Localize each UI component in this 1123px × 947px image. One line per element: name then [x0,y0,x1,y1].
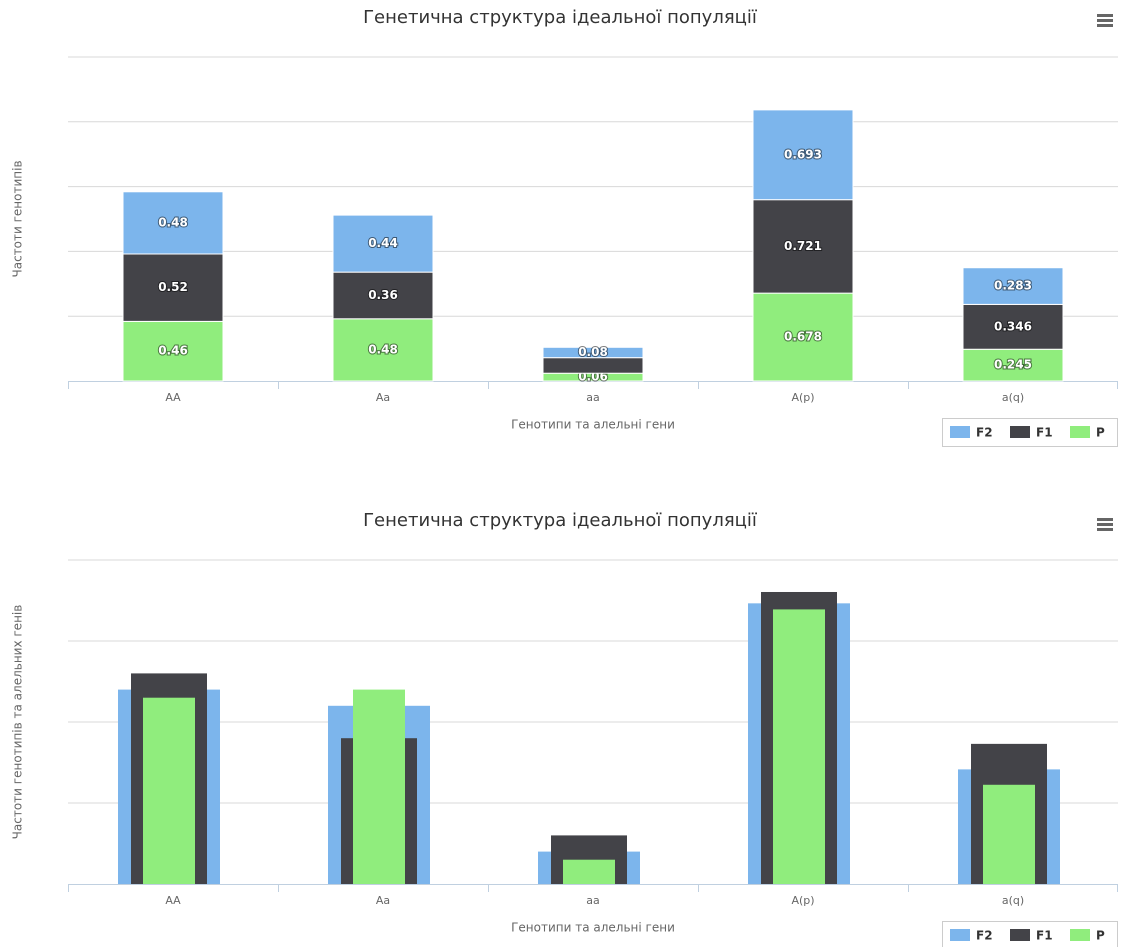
bar-segment [542,357,644,374]
legend-label: P [1096,929,1105,943]
x-tick-label: Aa [376,391,390,404]
legend-swatch [1010,426,1030,438]
bar [353,689,405,884]
x-tick-label: A(p) [791,894,814,907]
data-label: 0.693 [784,147,822,161]
y-axis-title: Частоти генотипів та алельних генів [11,605,25,840]
x-axis-title: Генотипи та алельні гени [511,418,675,432]
bar [983,784,1035,884]
y-axis-title: Частоти генотипів [11,160,25,277]
legend-swatch [950,929,970,941]
legend-swatch [950,426,970,438]
x-tick-label: Aa [376,894,390,907]
data-label: 0.52 [158,280,188,294]
bar-segment [542,346,644,359]
menu-button[interactable] [1097,518,1113,531]
legend-label: F1 [1036,929,1053,943]
bar-segment [122,320,224,382]
x-tick-label: A(p) [791,391,814,404]
bar-segment [752,109,854,201]
bar-segment [962,303,1064,350]
data-label: 0.346 [994,319,1032,333]
bar-segment [962,267,1064,305]
x-axis-title: Генотипи та алельні гени [511,921,675,935]
data-label: 0.08 [578,345,608,359]
x-tick-label: aa [586,391,599,404]
legend-swatch [1070,929,1090,941]
bar-segment [332,271,434,320]
data-label: 0.48 [158,215,188,229]
bar-segment [332,214,434,273]
legend-label: F2 [976,929,993,943]
x-tick-label: AA [165,894,181,907]
bar [563,859,615,884]
data-label: 0.678 [784,330,822,344]
bar-segment [752,292,854,382]
data-label: 0.721 [784,239,822,253]
x-tick-label: AA [165,391,181,404]
bar [143,697,195,884]
legend-label: F1 [1036,426,1053,440]
x-tick-label: a(q) [1002,391,1024,404]
menu-button[interactable] [1097,14,1113,27]
data-label: 0.48 [368,342,398,356]
data-label: 0.44 [368,236,398,250]
legend-swatch [1010,929,1030,941]
bar-segment [752,199,854,294]
data-label: 0.46 [158,344,188,358]
data-label: 0.245 [994,358,1032,372]
bar-segment [962,348,1064,382]
bar-segment [122,191,224,255]
bar [773,609,825,884]
chart-title: Генетична структура ідеальної популяції [363,7,758,28]
legend-label: F2 [976,426,993,440]
chart-title: Генетична структура ідеальної популяції [363,510,758,531]
legend-swatch [1070,426,1090,438]
data-label: 0.36 [368,288,398,302]
data-label: 0.283 [994,279,1032,293]
legend-label: P [1096,426,1105,440]
x-tick-label: a(q) [1002,894,1024,907]
x-tick-label: aa [586,894,599,907]
